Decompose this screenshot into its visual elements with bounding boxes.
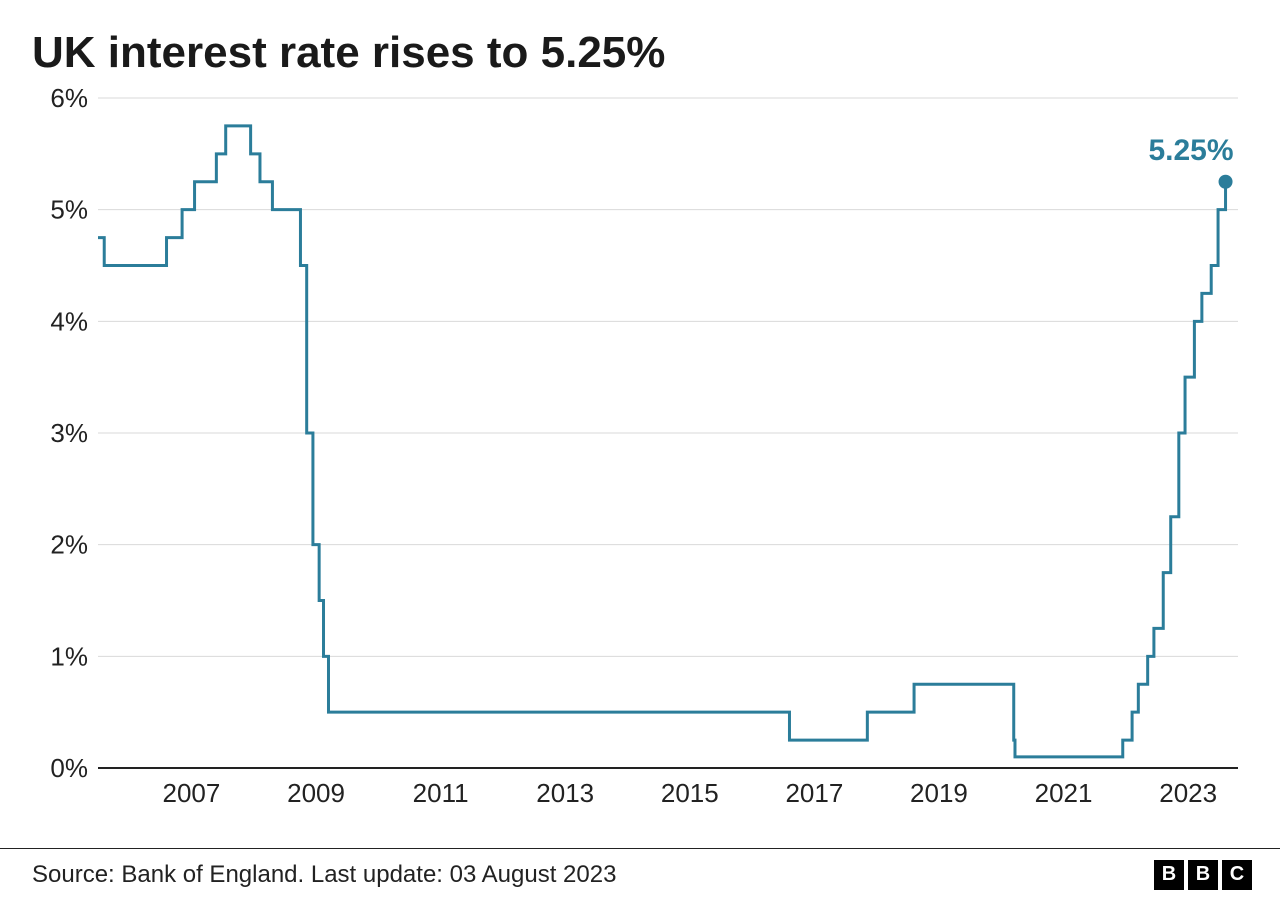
end-marker xyxy=(1219,175,1233,189)
bbc-logo-letter: B xyxy=(1154,860,1184,890)
x-axis-label: 2011 xyxy=(413,778,469,808)
x-axis-label: 2017 xyxy=(785,778,843,808)
y-axis-label: 4% xyxy=(50,306,88,336)
y-axis-label: 6% xyxy=(50,88,88,113)
end-label: 5.25% xyxy=(1148,134,1233,167)
source-text: Source: Bank of England. Last update: 03… xyxy=(32,861,616,889)
x-axis-label: 2009 xyxy=(287,778,345,808)
x-axis-label: 2013 xyxy=(536,778,594,808)
bbc-logo: B B C xyxy=(1154,860,1252,890)
line-chart-svg: 0% 1% 2% 3% 4% 5% 6% 2007 2009 2011 2013 2015 2017 20… xyxy=(28,88,1252,828)
chart-footer: Source: Bank of England. Last update: 03… xyxy=(0,848,1280,900)
y-axis-label: 5% xyxy=(50,195,88,225)
x-axis-label: 2023 xyxy=(1159,778,1217,808)
chart-title: UK interest rate rises to 5.25% xyxy=(32,28,1252,78)
interest-rate-line xyxy=(98,126,1226,757)
y-axis-label: 1% xyxy=(50,641,88,671)
x-axis-label: 2019 xyxy=(910,778,968,808)
bbc-logo-letter: B xyxy=(1188,860,1218,890)
bbc-logo-letter: C xyxy=(1222,860,1252,890)
y-axis-label: 0% xyxy=(50,753,88,783)
y-axis-label: 3% xyxy=(50,418,88,448)
x-axis-label: 2007 xyxy=(163,778,221,808)
chart-container: UK interest rate rises to 5.25% 0% 1% 2% 3%… xyxy=(0,0,1280,900)
x-axis-label: 2021 xyxy=(1035,778,1093,808)
y-axis-label: 2% xyxy=(50,530,88,560)
x-axis-label: 2015 xyxy=(661,778,719,808)
chart-area: 0% 1% 2% 3% 4% 5% 6% 2007 2009 2011 2013 2015 2017 20… xyxy=(28,88,1252,828)
